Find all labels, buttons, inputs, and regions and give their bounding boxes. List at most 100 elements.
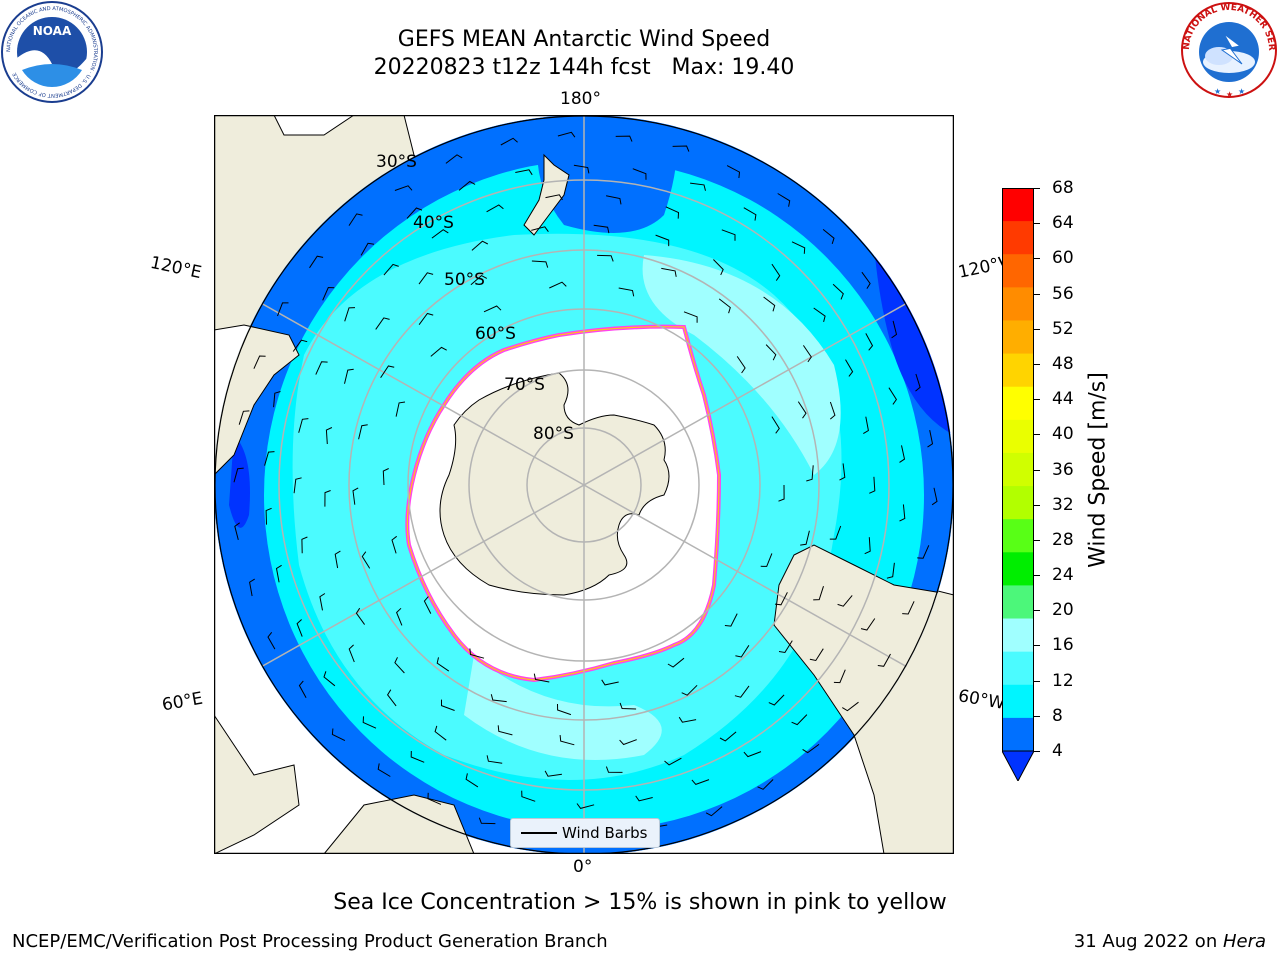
wind-barb	[559, 735, 575, 746]
wind-barb	[436, 657, 450, 672]
wind-barb	[319, 593, 326, 611]
wind-barb	[806, 465, 814, 482]
wind-barb	[233, 467, 244, 483]
wind-barb	[348, 213, 363, 226]
colorbar-tick-label: 20	[1052, 600, 1074, 621]
wind-barb	[380, 365, 395, 378]
wind-barb	[619, 702, 637, 710]
colorbar-tick-mark	[1034, 751, 1040, 752]
wind-barb	[324, 490, 331, 507]
wind-barb	[396, 607, 403, 626]
colorbar-cell	[1002, 717, 1034, 752]
lat-label-70s: 70°S	[504, 375, 545, 395]
wind-barb	[576, 803, 595, 809]
wind-barb	[809, 648, 824, 662]
svg-text:NOAA: NOAA	[33, 24, 72, 38]
wind-barb	[667, 657, 685, 668]
wind-barb	[860, 618, 876, 631]
wind-barb	[386, 689, 397, 707]
wind-barb	[837, 595, 853, 607]
legend-label: Wind Barbs	[562, 824, 648, 842]
colorbar-tick-mark	[1034, 363, 1040, 365]
wind-barb	[315, 361, 328, 375]
colorbar-cell	[1002, 684, 1034, 719]
wind-barb	[797, 401, 807, 419]
wind-barb	[486, 204, 504, 213]
wind-barb	[681, 684, 698, 696]
footer-branch: NCEP/EMC/Verification Post Processing Pr…	[12, 931, 608, 952]
colorbar-tick-label: 4	[1052, 741, 1063, 761]
wind-barb	[822, 229, 835, 245]
wind-barb	[672, 145, 690, 152]
colorbar-cell	[1002, 651, 1034, 686]
wind-barb	[395, 401, 406, 417]
wind-barb	[497, 725, 513, 736]
wind-barb	[490, 694, 507, 703]
lon-label-180: 180°	[560, 89, 601, 109]
wind-barb	[296, 619, 303, 637]
lat-label-40s: 40°S	[413, 213, 454, 233]
colorbar-cell	[1002, 353, 1034, 388]
wind-barb	[382, 468, 389, 486]
wind-barb	[360, 242, 375, 256]
wind-barb	[915, 373, 921, 392]
wind-barb	[791, 714, 808, 726]
colorbar-cell	[1002, 320, 1034, 355]
wind-barb	[931, 487, 938, 506]
wind-barb	[593, 224, 610, 234]
colorbar-extend-arrow	[1002, 750, 1034, 781]
wind-barb	[618, 287, 635, 297]
antarctic-wind-map	[214, 115, 954, 854]
wind-barb	[791, 241, 806, 254]
wind-barb	[441, 699, 455, 711]
wind-barb	[418, 272, 434, 285]
colorbar-tick-mark	[1034, 434, 1040, 436]
wind-barb	[757, 779, 774, 790]
wind-barb	[531, 260, 549, 268]
wind-barb	[736, 356, 746, 374]
wind-barb	[323, 671, 336, 687]
colorbar-tick-mark	[1034, 539, 1040, 541]
wind-barb	[719, 731, 737, 742]
wind-barb	[655, 234, 670, 247]
antarctica	[439, 372, 670, 596]
wind-barb	[427, 792, 442, 805]
wind-barb	[418, 312, 434, 325]
wind-barb	[458, 180, 476, 191]
lat-label-50s: 50°S	[444, 270, 485, 290]
colorbar	[1002, 188, 1034, 781]
wind-barb	[469, 648, 485, 659]
colorbar-tick-label: 32	[1052, 494, 1074, 515]
wind-barb	[325, 427, 333, 445]
graticule	[214, 115, 954, 854]
wind-barb	[877, 653, 891, 667]
colorbar-tick-label: 16	[1052, 635, 1074, 656]
lon-label-0: 0°	[573, 857, 593, 877]
wind-barb	[531, 226, 549, 232]
colorbar-tick-mark	[1034, 469, 1040, 471]
wind-barb	[832, 283, 844, 300]
wind-barb	[661, 267, 677, 277]
wind-barb	[721, 229, 736, 241]
wind-barb	[917, 545, 930, 559]
colorbar-tick-mark	[1034, 258, 1040, 260]
wind-barb	[690, 182, 706, 191]
map-legend: Wind Barbs	[510, 818, 660, 848]
wind-barb	[678, 716, 697, 723]
wind-barb	[839, 463, 846, 481]
wind-barb	[777, 193, 791, 207]
svg-text:★: ★	[1226, 90, 1233, 99]
wind-barb	[632, 168, 647, 180]
wind-barb	[273, 391, 281, 408]
colorbar-cell	[1002, 486, 1034, 520]
wind-barb	[253, 355, 266, 369]
wind-barb	[544, 770, 562, 777]
colorbar-tick-label: 48	[1052, 353, 1074, 374]
wind-barb	[615, 135, 633, 142]
wind-barb	[423, 596, 432, 614]
colorbar-tick-mark	[1034, 504, 1040, 506]
wind-barb	[434, 725, 447, 741]
lon-label-120e: 120°E	[148, 252, 204, 284]
wind-barb	[864, 537, 871, 555]
wind-barb	[557, 131, 576, 138]
